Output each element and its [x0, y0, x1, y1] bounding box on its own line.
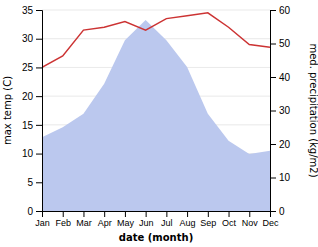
tick: 30 [22, 33, 42, 44]
tick-label: 15 [22, 120, 34, 131]
tick: Mar [76, 211, 92, 228]
tick: Aug [180, 211, 196, 228]
tick-mark [146, 211, 147, 217]
tick: Sep [200, 211, 216, 228]
tick-label: 30 [22, 33, 34, 44]
tick-mark [270, 44, 276, 45]
tick-mark [36, 39, 42, 40]
area [42, 20, 270, 211]
axis-line [271, 11, 277, 212]
tick-label: Nov [242, 218, 259, 228]
axis-line [43, 212, 271, 218]
tick-label: Dec [262, 218, 279, 228]
tick-label: May [117, 218, 135, 228]
tick-mark [187, 211, 188, 217]
grid [42, 10, 270, 211]
tick-label: 35 [22, 5, 34, 16]
tick-mark [270, 211, 276, 212]
y2-axis: 0 10 20 30 40 50 60 [270, 5, 291, 217]
tick: 10 [22, 148, 42, 159]
tick: 0 [27, 206, 42, 217]
tick: Feb [55, 211, 71, 228]
tick-mark [36, 10, 42, 11]
tick-label: Mar [76, 218, 92, 228]
tick: Apr [98, 211, 112, 228]
tick-mark [270, 178, 276, 179]
tick: 15 [22, 120, 42, 131]
tick: 60 [270, 5, 291, 16]
tick: 20 [22, 91, 42, 102]
tick-label: 0 [279, 206, 285, 217]
tick-mark [270, 10, 276, 11]
tick-label: 60 [279, 5, 291, 16]
tick-label: 25 [22, 62, 34, 73]
tick-label: Sep [200, 218, 216, 228]
tick-mark [104, 211, 105, 217]
tick-label: 10 [22, 148, 34, 159]
tick-mark [166, 211, 167, 217]
tick-label: Jul [161, 218, 173, 228]
tick: Nov [242, 211, 259, 228]
tick-label: Jun [139, 218, 154, 228]
plot: JanFebMarAprMayJunJulAugSepOctNovDec0510… [22, 5, 291, 229]
marks [42, 13, 270, 211]
tick-label: Aug [180, 218, 196, 228]
tick-mark [229, 211, 230, 217]
y-axis-title: max temp (C) [2, 76, 13, 145]
tick-mark [208, 211, 209, 217]
tick: 5 [27, 177, 42, 188]
tick: 30 [270, 105, 291, 116]
tick-mark [270, 144, 276, 145]
tick-label: 0 [27, 206, 33, 217]
chart: JanFebMarAprMayJunJulAugSepOctNovDec0510… [0, 0, 318, 247]
tick-mark [270, 111, 276, 112]
tick: May [117, 211, 135, 228]
tick-label: 40 [279, 72, 291, 83]
tick-mark [36, 154, 42, 155]
tick-label: 5 [27, 177, 33, 188]
tick: Dec [262, 211, 279, 228]
x-axis: Jan Feb Mar Apr May Jun Jul Aug Sep Oct NovDec [35, 211, 279, 228]
tick: 10 [270, 172, 291, 183]
tick: 0 [270, 206, 285, 217]
tick-mark [270, 77, 276, 78]
tick: Jul [161, 211, 173, 228]
tick-label: 20 [22, 91, 34, 102]
tick: Jan [35, 211, 50, 228]
x-axis-title: date (month) [119, 232, 193, 243]
tick: 20 [270, 139, 291, 150]
tick-label: Apr [98, 218, 112, 228]
tick: 40 [270, 72, 291, 83]
tick-label: Oct [222, 218, 237, 228]
tick-label: 30 [279, 105, 291, 116]
tick-mark [36, 125, 42, 126]
tick-label: 10 [279, 172, 291, 183]
tick-mark [249, 211, 250, 217]
tick-mark [125, 211, 126, 217]
y-axis: 0 5 10 15 20 25 30 35 [22, 5, 43, 217]
tick: Oct [222, 211, 237, 228]
tick-mark [83, 211, 84, 217]
tick-mark [36, 182, 42, 183]
tick-label: 20 [279, 139, 291, 150]
tick-mark [36, 96, 42, 97]
tick-label: 50 [279, 38, 291, 49]
tick-mark [63, 211, 64, 217]
tick: Jun [139, 211, 154, 228]
grid-line [42, 10, 270, 11]
tick-label: Feb [55, 218, 71, 228]
tick-label: Jan [35, 218, 50, 228]
line [42, 13, 270, 68]
tick-mark [36, 211, 42, 212]
tick: 35 [22, 5, 42, 16]
y2-axis-title: med. precipitation (kg/m2) [308, 43, 318, 177]
tick: 25 [22, 62, 42, 73]
axis-line [36, 11, 43, 212]
tick-mark [36, 67, 42, 68]
tick: 50 [270, 38, 291, 49]
